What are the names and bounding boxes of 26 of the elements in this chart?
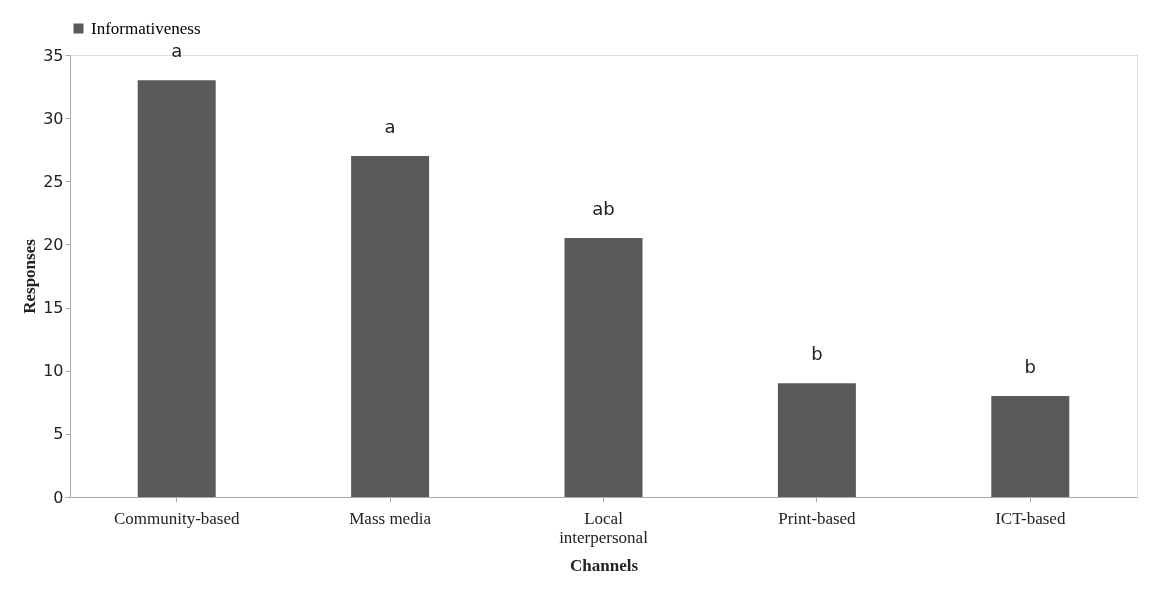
y-tick-label: 25 [43,171,64,191]
x-tick-label: Mass media [349,508,432,528]
bar [564,238,643,497]
annotation: b [1024,355,1037,377]
y-tick-label: 30 [43,108,64,128]
bar [137,80,216,497]
legend-label: Informativeness [91,18,201,38]
y-axis-title: Responses [20,238,40,314]
x-tick-label: ICT-based [995,508,1066,528]
x-tick-label: Local interpersonal [559,508,649,547]
x-tick-label: Print-based [778,508,857,528]
y-tick-label: 10 [43,361,64,381]
y-tick-label: 0 [53,487,64,507]
annotation: b [811,343,823,365]
y-tick-label: 35 [43,45,64,65]
y-tick-label: 20 [43,234,64,254]
x-axis-title: Channels [569,555,639,575]
x-tick-label: Community-based [113,508,240,528]
annotation: a [171,40,183,62]
annotation: ab [592,198,615,220]
bar [777,383,856,497]
bar [991,395,1070,497]
annotation: a [384,116,396,138]
y-tick-label: 5 [53,424,64,444]
y-tick-label: 15 [43,298,64,318]
bar [351,156,430,497]
